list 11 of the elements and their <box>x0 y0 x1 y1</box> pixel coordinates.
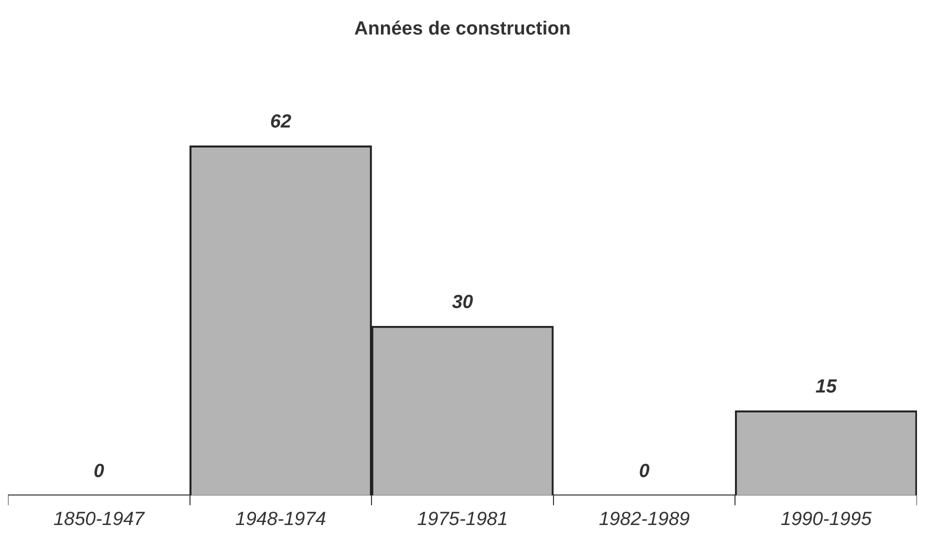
data-label: 30 <box>452 292 474 313</box>
data-label: 15 <box>816 376 838 398</box>
x-tick-label: 1948-1974 <box>235 508 326 530</box>
chart-title: Années de construction <box>354 18 571 40</box>
data-label: 0 <box>639 460 650 482</box>
x-tick-label: 1990-1995 <box>780 508 872 530</box>
x-tick-label: 1982-1989 <box>598 508 690 530</box>
data-label: 62 <box>270 112 292 133</box>
x-tick-label: 1975-1981 <box>417 508 508 530</box>
x-tick-label: 1850-1947 <box>53 508 146 530</box>
data-label: 0 <box>94 460 105 482</box>
